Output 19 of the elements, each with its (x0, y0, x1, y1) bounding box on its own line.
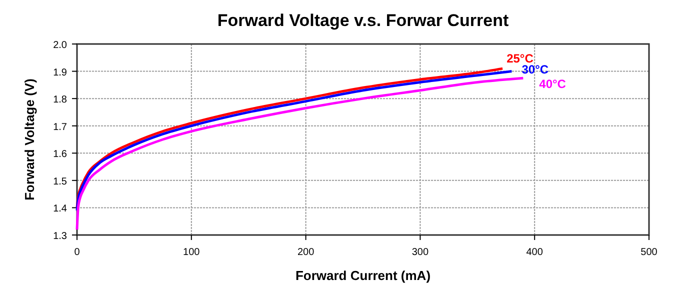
y-tick-label: 1.4 (53, 204, 68, 215)
x-tick-label: 400 (526, 247, 544, 258)
x-tick-label: 500 (640, 247, 658, 258)
y-tick-label: 1.3 (53, 231, 68, 242)
x-tick-label: 0 (74, 247, 80, 258)
y-axis-title: Forward Voltage (V) (22, 78, 37, 200)
line-series (76, 76, 524, 231)
x-tick-label: 100 (183, 247, 200, 258)
y-tick-label: 1.8 (53, 94, 68, 106)
y-tick-label: 1.5 (53, 176, 68, 188)
series-label: 40°C (539, 77, 566, 92)
y-tick-label: 2.0 (53, 40, 68, 51)
x-axis-title: Forward Current (mA) (295, 268, 431, 283)
x-tick-label: 300 (412, 247, 429, 258)
y-tick-label: 1.6 (53, 149, 68, 160)
x-tick-label: 200 (297, 247, 315, 258)
y-tick-label: 1.9 (53, 67, 68, 78)
y-tick-label: 1.7 (53, 122, 68, 133)
chart-title: Forward Voltage v.s. Forwar Current (217, 11, 509, 30)
